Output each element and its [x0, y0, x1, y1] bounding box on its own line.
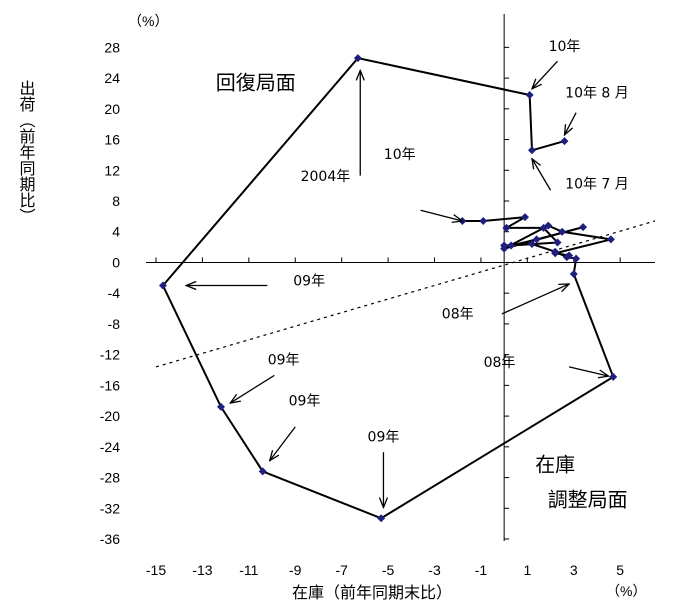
- quadrant-label-inv2: 調整局面: [548, 488, 628, 512]
- x-tick-label: 1: [523, 562, 531, 578]
- y-tick-label: -20: [100, 408, 120, 424]
- annotation-label: 09年: [289, 393, 321, 409]
- y-tick-label: 16: [104, 132, 120, 148]
- x-tick-label: -15: [146, 562, 166, 578]
- y-tick-label: 28: [104, 39, 120, 55]
- y-tick-label: -24: [100, 439, 120, 455]
- quadrant-label-recovery: 回復局面: [216, 71, 296, 95]
- series-lines: [161, 57, 615, 520]
- annotation-label: 10年: [384, 147, 416, 163]
- series-line: [161, 57, 615, 520]
- x-tick-label: 5: [616, 562, 624, 578]
- data-point: [569, 269, 578, 278]
- data-point: [572, 254, 581, 263]
- data-point: [353, 54, 362, 63]
- annotation-arrow: [230, 374, 275, 403]
- data-point: [606, 235, 615, 244]
- data-point: [258, 467, 267, 476]
- annotation-arrow: [532, 60, 558, 89]
- x-tick-label: -9: [289, 562, 302, 578]
- annotation-label: 10年 7 月: [565, 177, 629, 193]
- y-tick-label: 8: [112, 193, 120, 209]
- axes: 28 24 20 16 12 8 4 0 -4 -8 -12 -16 -20 -24 -28 -32 -36 -1…: [100, 14, 655, 578]
- x-unit-label: （%）: [606, 583, 646, 599]
- annotation-label: 09年: [293, 274, 325, 290]
- x-tick-label: 3: [570, 562, 578, 578]
- x-axis-title: 在庫（前年同期末比）: [292, 583, 452, 602]
- data-point: [565, 251, 574, 260]
- annotation-label: 08年: [484, 355, 516, 371]
- y-tick-label: -32: [100, 500, 120, 516]
- x-tick-label: -5: [382, 562, 395, 578]
- data-point: [158, 281, 167, 290]
- data-point: [216, 402, 225, 411]
- reference-line: [155, 220, 656, 368]
- annotation-label: 09年: [268, 353, 300, 369]
- annotations: 10年 10年 10年 8 月 10年 7 月 2004年 09年 08年 08年 09年 09年…: [186, 39, 629, 512]
- y-tick-label: -12: [100, 347, 120, 363]
- data-point: [558, 227, 567, 236]
- y-tick-label: -28: [100, 470, 120, 486]
- data-point: [551, 249, 560, 258]
- annotation-label: 09年: [368, 429, 400, 445]
- data-point: [527, 240, 536, 249]
- data-point: [502, 223, 511, 232]
- annotation-label: 10年: [549, 39, 581, 55]
- annotation-arrow: [501, 284, 569, 315]
- y-tick-label: -4: [108, 285, 121, 301]
- annotation-label: 08年: [442, 307, 474, 323]
- annotation-arrow: [564, 112, 577, 135]
- data-point: [544, 221, 553, 230]
- annotation-arrow: [420, 209, 463, 221]
- data-point: [609, 372, 618, 381]
- y-tick-label: 4: [112, 224, 120, 240]
- y-tick-label: 24: [104, 70, 120, 86]
- y-tick-label: -8: [108, 316, 121, 332]
- y-tick-label: 12: [104, 162, 120, 178]
- data-point: [553, 238, 562, 247]
- annotation-arrow: [270, 426, 296, 461]
- x-tick-label: -7: [335, 562, 348, 578]
- data-point: [507, 241, 516, 250]
- y-tick-label: 20: [104, 101, 120, 117]
- x-tick-label: -13: [192, 562, 212, 578]
- x-tick-label: -1: [475, 562, 488, 578]
- x-tick-label: -3: [428, 562, 441, 578]
- data-point: [500, 244, 509, 253]
- y-axis-title: 出荷（前年同期比）: [17, 80, 36, 224]
- data-point: [527, 146, 536, 155]
- data-point: [525, 90, 534, 99]
- annotation-arrow: [568, 366, 608, 376]
- y-unit-label: （%）: [128, 13, 168, 29]
- data-point: [521, 213, 530, 222]
- x-tick-label: -11: [239, 562, 258, 578]
- y-tick-label: 0: [112, 254, 120, 270]
- quadrant-label-inv1: 在庫: [535, 452, 575, 476]
- data-point: [479, 216, 488, 225]
- annotation-label: 2004年: [301, 169, 351, 185]
- y-tick-label: -36: [100, 531, 120, 547]
- reference-line-group: [155, 220, 656, 368]
- annotation-arrow: [532, 159, 552, 191]
- annotation-label: 10年 8 月: [565, 85, 629, 101]
- data-point: [560, 137, 569, 146]
- y-tick-label: -16: [100, 377, 120, 393]
- data-point: [532, 235, 541, 244]
- data-point: [377, 514, 386, 523]
- data-point: [579, 223, 588, 232]
